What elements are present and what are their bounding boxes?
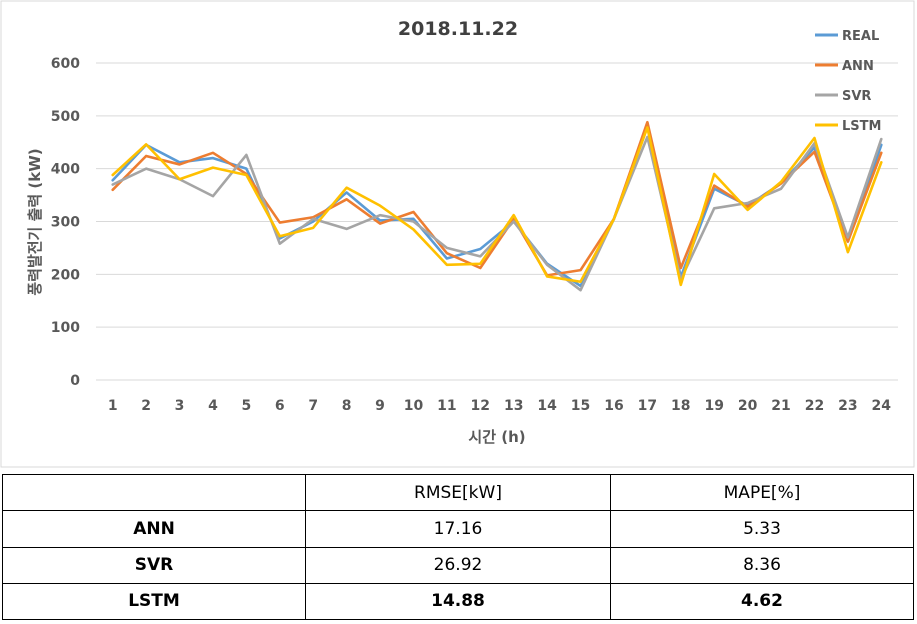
chart-title: 2018.11.22 [398, 18, 518, 40]
series-lines [111, 120, 883, 292]
legend-label: ANN [842, 59, 874, 74]
x-tick-label: 4 [208, 398, 218, 414]
mape-cell: 5.33 [610, 510, 914, 548]
mape-cell: 8.36 [610, 546, 914, 584]
rmse-cell: 26.92 [305, 546, 611, 584]
x-tick-label: 13 [504, 398, 523, 414]
x-tick-label: 17 [638, 398, 657, 414]
y-tick-label: 0 [70, 373, 80, 389]
y-tick-label: 400 [51, 162, 80, 178]
x-tick-label: 15 [571, 398, 590, 414]
x-tick-label: 14 [537, 398, 557, 414]
row-label: LSTM [2, 582, 306, 621]
x-tick-labels: 1 2 3 4 5 6 7 8 9 10 11 12 13 14 15 16 17 18 19 20 21 22 23 24 [108, 398, 891, 414]
series-line-ann [111, 120, 883, 277]
rmse-cell: 14.88 [305, 582, 611, 621]
results-table: RMSE[kW] MAPE[%] ANN 17.16 5.33 SVR 26.9… [2, 473, 914, 621]
x-tick-label: 2 [141, 398, 151, 414]
x-tick-label: 16 [604, 398, 623, 414]
y-tick-label: 600 [51, 56, 80, 72]
y-tick-label: 300 [51, 215, 80, 231]
x-tick-label: 8 [342, 398, 352, 414]
series-line-lstm [111, 126, 883, 287]
x-tick-label: 23 [838, 398, 857, 414]
x-tick-label: 19 [704, 398, 723, 414]
x-tick-label: 5 [242, 398, 252, 414]
x-tick-label: 12 [471, 398, 490, 414]
x-tick-label: 24 [872, 398, 892, 414]
legend: REAL ANN SVR LSTM [815, 29, 881, 134]
x-tick-label: 22 [805, 398, 824, 414]
x-tick-label: 9 [375, 398, 385, 414]
row-label: SVR [2, 546, 306, 584]
table-row: SVR 26.92 8.36 [2, 546, 914, 584]
legend-label: LSTM [842, 119, 881, 134]
x-tick-label: 10 [404, 398, 424, 414]
y-tick-label: 100 [51, 320, 80, 336]
x-tick-label: 1 [108, 398, 118, 414]
table-header-cell: MAPE[%] [610, 473, 914, 512]
legend-label: REAL [842, 29, 879, 44]
y-tick-labels: 0 100 200 300 400 500 600 [51, 56, 80, 389]
rmse-cell: 17.16 [305, 510, 611, 548]
x-tick-label: 20 [738, 398, 758, 414]
chart-border [0, 0, 915, 468]
row-label: ANN [2, 510, 306, 548]
y-tick-label: 500 [51, 109, 80, 125]
table-header-row: RMSE[kW] MAPE[%] [2, 473, 914, 512]
table-row: ANN 17.16 5.33 [2, 510, 914, 548]
mape-cell: 4.62 [610, 582, 914, 621]
x-tick-label: 7 [308, 398, 318, 414]
legend-label: SVR [842, 89, 871, 104]
x-axis-label: 시간 (h) [468, 428, 525, 446]
y-tick-label: 200 [51, 267, 80, 283]
x-tick-label: 6 [275, 398, 285, 414]
gridlines [96, 62, 898, 381]
y-axis-label: 풍력발전기 출력 (kW) [26, 148, 44, 295]
x-tick-label: 3 [175, 398, 185, 414]
x-tick-label: 18 [671, 398, 690, 414]
table-row: LSTM 14.88 4.62 [2, 582, 914, 621]
table-header-cell: RMSE[kW] [305, 473, 611, 512]
x-tick-label: 21 [771, 398, 790, 414]
table-header-cell [2, 473, 306, 512]
x-tick-label: 11 [437, 398, 456, 414]
